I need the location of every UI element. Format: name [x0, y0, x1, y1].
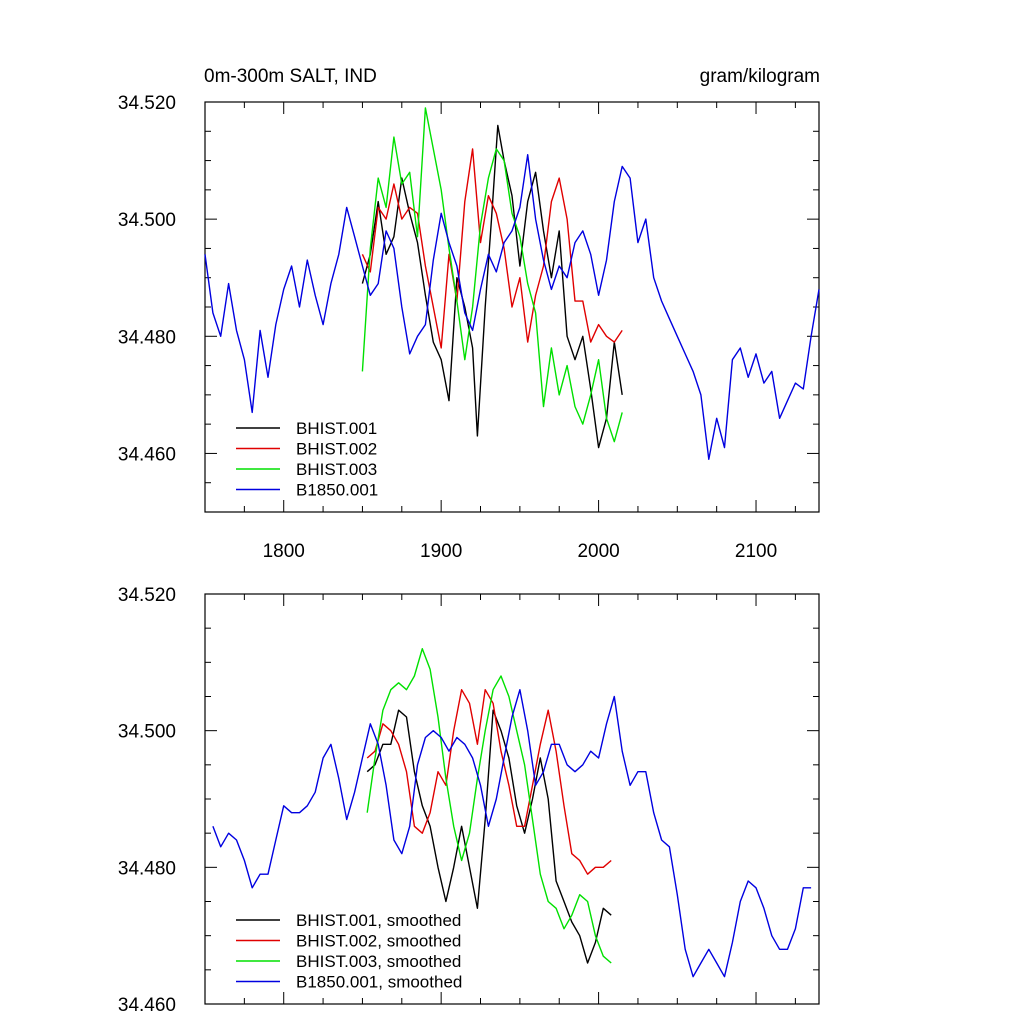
x-tick-label: 1900 [420, 541, 462, 562]
y-tick-label: 34.480 [118, 327, 176, 348]
legend-label: BHIST.003 [296, 460, 377, 479]
series-line [212, 689, 812, 978]
y-tick-label: 34.460 [118, 444, 176, 465]
series-line [204, 153, 820, 460]
legend-label: B1850.001 [296, 481, 378, 500]
x-tick-label: 2100 [735, 541, 777, 562]
series-line [361, 148, 623, 349]
series-line [361, 124, 623, 449]
y-tick-label: 34.520 [118, 93, 176, 114]
legend-label: BHIST.003, smoothed [296, 952, 461, 971]
chart1-title-right: gram/kilogram [700, 66, 820, 87]
legend-label: B1850.001, smoothed [296, 973, 462, 992]
series-line [366, 648, 612, 964]
legend-label: BHIST.001, smoothed [296, 911, 461, 930]
y-tick-label: 34.480 [118, 858, 176, 879]
y-tick-label: 34.500 [118, 722, 176, 743]
legend-label: BHIST.002, smoothed [296, 932, 461, 951]
legend-label: BHIST.001 [296, 419, 377, 438]
series-line [361, 107, 623, 443]
y-tick-label: 34.500 [118, 210, 176, 231]
legend-label: BHIST.002 [296, 440, 377, 459]
chart1-plot: 1800 1900 2000 2100 34.460 34.480 34.500 34.520… [118, 93, 820, 562]
y-tick-label: 34.460 [118, 995, 176, 1016]
chart2-plot: 34.460 34.480 34.500 34.520 BHIST.001, smoot… [118, 585, 820, 1016]
series-line [366, 689, 612, 875]
chart1-title-left: 0m-300m SALT, IND [204, 66, 377, 87]
x-tick-label: 1800 [263, 541, 305, 562]
y-tick-label: 34.520 [118, 585, 176, 606]
x-tick-label: 2000 [577, 541, 619, 562]
